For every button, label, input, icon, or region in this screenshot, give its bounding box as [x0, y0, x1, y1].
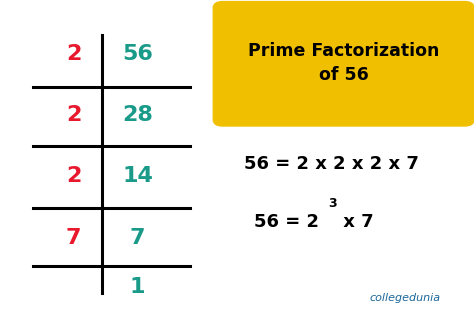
Text: 2: 2 — [66, 43, 81, 64]
FancyBboxPatch shape — [213, 2, 474, 126]
Text: 7: 7 — [130, 228, 145, 248]
Text: 14: 14 — [122, 166, 153, 186]
Text: 56 = 2: 56 = 2 — [254, 213, 319, 231]
Text: Prime Factorization
of 56: Prime Factorization of 56 — [248, 42, 439, 84]
Text: collegedunia: collegedunia — [370, 293, 441, 303]
Text: 56: 56 — [122, 43, 153, 64]
Text: 28: 28 — [122, 105, 153, 125]
Text: 3: 3 — [328, 197, 337, 210]
Text: 56 = 2 x 2 x 2 x 7: 56 = 2 x 2 x 2 x 7 — [245, 155, 419, 173]
Text: 7: 7 — [66, 228, 81, 248]
Text: x 7: x 7 — [337, 213, 373, 231]
Text: 2: 2 — [66, 166, 81, 186]
Text: 2: 2 — [66, 105, 81, 125]
Text: 1: 1 — [130, 277, 145, 297]
